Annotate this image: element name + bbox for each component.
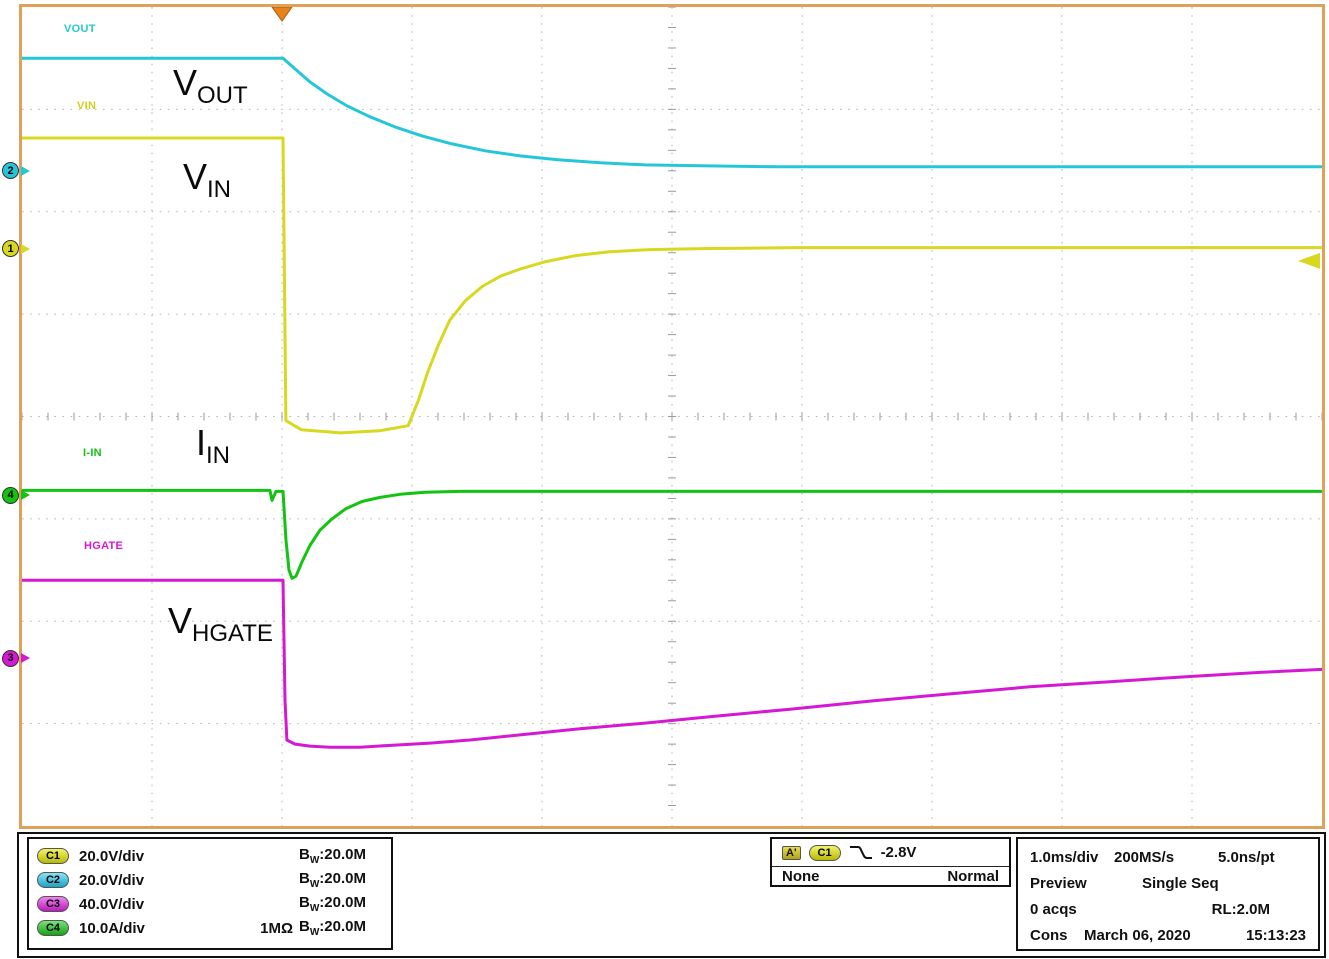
- annotation-vout: VOUT: [173, 62, 248, 110]
- acq-count: 0 acqs: [1030, 900, 1077, 918]
- channel-1-ball[interactable]: 1: [2, 240, 19, 258]
- channel-badge-c4[interactable]: C4: [37, 920, 69, 936]
- channel-2-arrow-icon: [21, 165, 30, 176]
- channel-scale-c3: 40.0V/div: [79, 895, 145, 913]
- trace-label-iin: I-IN: [83, 447, 102, 459]
- channel-2-ball[interactable]: 2: [2, 162, 19, 180]
- b-trigger-readout: None: [782, 868, 820, 885]
- date-readout: March 06, 2020: [1084, 926, 1191, 944]
- trigger-a-tag[interactable]: A': [782, 845, 801, 860]
- trigger-mode-row: None Normal: [772, 866, 1009, 886]
- channel-scale-c1: 20.0V/div: [79, 847, 145, 865]
- scope-svg: [22, 7, 1322, 826]
- trigger-source-badge[interactable]: C1: [808, 844, 841, 861]
- sample-resolution: 5.0ns/pt: [1218, 848, 1275, 866]
- acquisition-state-row: Preview Single Seq: [1030, 870, 1306, 896]
- channel-row-c1: C1 20.0V/div BW:20.0M: [37, 844, 383, 868]
- channel-1-marker[interactable]: 1: [2, 240, 30, 258]
- bandwidth-c2: BW:20.0M: [299, 870, 366, 890]
- trace-label-vout: VOUT: [64, 23, 96, 35]
- channel-row-c2: C2 20.0V/div BW:20.0M: [37, 868, 383, 892]
- bandwidth-c3: BW:20.0M: [299, 894, 366, 914]
- trigger-level-readout: -2.8V: [880, 844, 917, 861]
- channel-row-c4: C4 10.0A/div 1MΩ BW:20.0M: [37, 916, 383, 940]
- channel-badge-c2[interactable]: C2: [37, 872, 69, 888]
- channel-row-c3: C3 40.0V/div BW:20.0M: [37, 892, 383, 916]
- trigger-level-arrow[interactable]: [1298, 252, 1320, 269]
- channel-3-arrow-icon: [21, 653, 30, 664]
- timebase-panel: 1.0ms/div 200MS/s 5.0ns/pt Preview Singl…: [1016, 837, 1320, 951]
- trigger-mode-readout: Normal: [947, 868, 999, 885]
- status-row: Cons March 06, 2020 15:13:23: [1030, 922, 1306, 948]
- acquisition-count-row: 0 acqs RL:2.0M: [1030, 896, 1306, 922]
- channel-3-marker[interactable]: 3: [2, 649, 30, 667]
- bandwidth-c1: BW:20.0M: [299, 846, 366, 866]
- channel-4-ball[interactable]: 4: [2, 486, 19, 504]
- channel-badge-c3[interactable]: C3: [37, 896, 69, 912]
- channel-4-marker[interactable]: 4: [2, 486, 30, 504]
- timebase-scale: 1.0ms/div: [1030, 848, 1099, 866]
- channel-4-arrow-icon: [21, 490, 30, 501]
- channel-1-arrow-icon: [21, 243, 30, 254]
- annotation-vin: VIN: [183, 156, 232, 204]
- scope-plot: VOUT VIN I-IN HGATE VOUT VIN IIN VHGATE …: [2, 4, 1325, 829]
- annotation-iin: IIN: [196, 422, 231, 470]
- readout-strip: C1 20.0V/div BW:20.0M C2 20.0V/div BW:20…: [17, 832, 1326, 958]
- channel-2-marker[interactable]: 2: [2, 162, 30, 180]
- channel-scale-c4: 10.0A/div: [79, 919, 145, 937]
- sample-rate: 200MS/s: [1114, 848, 1175, 866]
- bandwidth-c4: BW:20.0M: [299, 918, 366, 938]
- time-readout: 15:13:23: [1245, 926, 1306, 944]
- acq-mode: Single Seq: [1142, 874, 1219, 892]
- status-label: Cons: [1030, 926, 1068, 944]
- channel-3-ball[interactable]: 3: [2, 649, 19, 667]
- trace-label-vin: VIN: [77, 100, 97, 112]
- impedance-c4: 1MΩ: [260, 919, 293, 937]
- channel-scale-c2: 20.0V/div: [79, 871, 145, 889]
- trigger-readout-row: A' C1 -2.8V: [772, 839, 1009, 866]
- acq-state: Preview: [1030, 874, 1087, 892]
- record-length: RL:2.0M: [1211, 900, 1270, 918]
- trace-label-hgate: HGATE: [84, 540, 124, 552]
- timebase-row: 1.0ms/div 200MS/s 5.0ns/pt: [1030, 844, 1306, 870]
- annotation-hgate: VHGATE: [168, 600, 273, 648]
- trace-i-in: [22, 488, 1322, 580]
- trigger-position-marker[interactable]: [271, 7, 293, 22]
- trace-hgate: [22, 578, 1322, 749]
- falling-edge-icon: [849, 846, 872, 859]
- trigger-panel: A' C1 -2.8V None Normal: [770, 837, 1011, 887]
- channel-badge-c1[interactable]: C1: [37, 848, 69, 864]
- channel-settings-panel: C1 20.0V/div BW:20.0M C2 20.0V/div BW:20…: [27, 837, 393, 950]
- trace-vout: [22, 56, 1322, 169]
- trace-vin: [22, 136, 1322, 435]
